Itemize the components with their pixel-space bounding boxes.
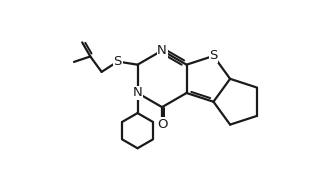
- Text: N: N: [133, 87, 142, 100]
- Text: N: N: [157, 44, 167, 57]
- Text: S: S: [113, 55, 122, 68]
- Text: S: S: [209, 49, 218, 62]
- Text: O: O: [157, 118, 167, 131]
